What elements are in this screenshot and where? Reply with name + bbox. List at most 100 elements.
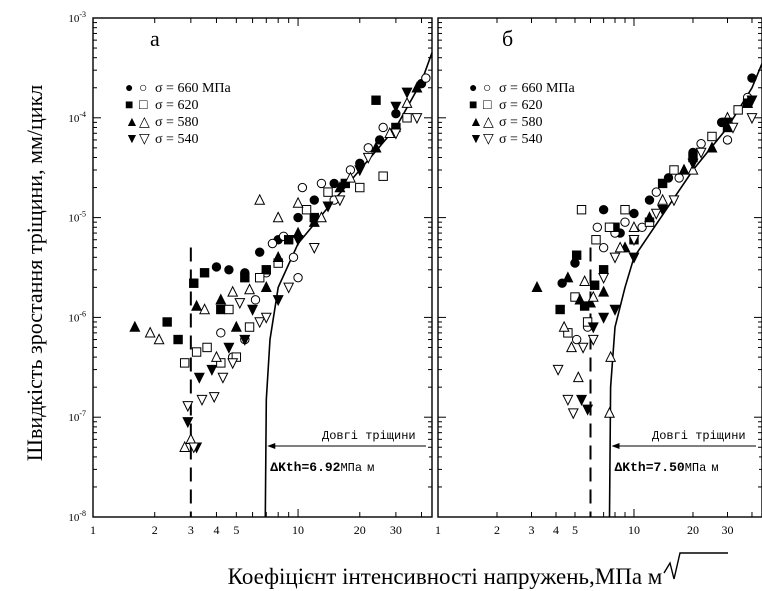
- plot-frame: [92, 17, 433, 518]
- y-tick-label: 10-6: [68, 309, 86, 324]
- data-point-triangle-up: [254, 193, 266, 205]
- legend-label: σ = 580: [499, 115, 542, 130]
- data-point-circle: [293, 212, 303, 223]
- data-point-triangle-down: [260, 312, 272, 324]
- y-tick-label-exp: -3: [79, 10, 86, 19]
- data-point-triangle-down: [695, 147, 707, 159]
- x-tick-label: 20: [687, 523, 699, 537]
- x-axis-label: Коефіцієнт інтенсивності напружень,МПа м: [228, 564, 663, 589]
- data-point-triangle-down: [223, 342, 235, 354]
- y-tick-label-exp: -5: [79, 210, 86, 219]
- legend-symbol-open: ▽: [483, 132, 494, 147]
- data-point-square: [582, 317, 593, 327]
- data-point-triangle-down: [182, 417, 194, 429]
- data-point-triangle-up: [370, 141, 382, 153]
- data-point-triangle-up: [572, 371, 584, 383]
- data-point-triangle-down: [362, 152, 374, 164]
- data-point-triangle-down: [587, 322, 599, 334]
- data-point-circle: [620, 217, 630, 227]
- data-point-circle: [297, 182, 308, 193]
- data-point-square: [224, 304, 234, 315]
- y-tick-label: 10-5: [68, 210, 86, 225]
- data-point-circle: [592, 222, 603, 232]
- legend-symbol-filled: ■: [469, 98, 477, 113]
- data-point-square: [733, 105, 743, 115]
- data-point-triangle-down: [196, 394, 208, 406]
- data-point-triangle-up: [272, 250, 284, 263]
- data-point-triangle-up: [210, 350, 222, 362]
- x-tick-label: 2: [494, 523, 500, 537]
- data-point-circle: [316, 178, 327, 189]
- data-point-square: [254, 272, 265, 283]
- threshold-box: [268, 453, 429, 479]
- x-tick-label: 1: [435, 523, 441, 537]
- data-point-square: [604, 222, 615, 232]
- data-point-triangle-up: [605, 350, 617, 362]
- data-point-square: [378, 171, 388, 181]
- data-point-triangle-up: [742, 96, 754, 108]
- legend-symbol-open: ○: [483, 81, 491, 96]
- data-point-circle: [378, 122, 388, 133]
- x-axis-label-text: Коефіцієнт інтенсивності напружень,МПа: [228, 564, 642, 589]
- threshold-unit-root: м: [367, 461, 374, 475]
- x-tick-label: 5: [572, 523, 578, 537]
- data-point-circle: [644, 195, 655, 205]
- data-point-triangle-down: [308, 242, 320, 254]
- y-tick-label-base: 10: [68, 113, 80, 125]
- threshold-unit: МПа: [685, 461, 707, 475]
- data-point-circle: [598, 204, 609, 215]
- data-point-triangle-down: [746, 113, 758, 125]
- x-tick-label: 4: [553, 523, 559, 537]
- data-point-triangle-up: [315, 211, 327, 223]
- data-point-triangle-down: [390, 101, 402, 113]
- data-point-square: [240, 272, 250, 283]
- data-point-triangle-up: [401, 96, 413, 108]
- data-point-circle: [254, 247, 265, 257]
- data-point-circle: [250, 295, 261, 305]
- annotation-arrowhead: [267, 443, 276, 449]
- data-point-circle: [211, 262, 222, 272]
- annotation-arrowhead: [611, 443, 620, 449]
- data-point-square: [402, 113, 412, 123]
- data-point-triangle-down: [411, 113, 423, 125]
- data-point-triangle-down: [727, 122, 739, 134]
- legend-symbol-filled: ▼: [469, 132, 483, 147]
- legend-symbol-filled: ■: [125, 98, 133, 113]
- data-point-circle: [421, 73, 431, 83]
- legend-symbol-open: ○: [139, 81, 147, 96]
- data-point-triangle-up: [153, 333, 165, 345]
- data-point-triangle-down: [208, 392, 220, 404]
- y-tick-label-base: 10: [68, 312, 80, 324]
- data-point-square: [261, 265, 271, 275]
- data-point-square: [202, 342, 212, 353]
- data-point-triangle-up: [179, 440, 191, 452]
- data-point-square: [301, 204, 312, 215]
- data-point-triangle-down: [206, 364, 218, 376]
- legend-symbol-filled: ●: [125, 81, 133, 96]
- data-point-triangle-up: [215, 293, 227, 305]
- x-tick-label: 5: [233, 523, 239, 537]
- data-point-triangle-up: [199, 303, 211, 315]
- data-point-circle: [629, 208, 639, 219]
- data-point-triangle-down: [552, 364, 564, 376]
- data-point-triangle-up: [292, 196, 304, 208]
- x-tick-label: 30: [721, 523, 733, 537]
- data-point-square: [340, 178, 351, 189]
- x-tick-label: 1: [90, 523, 96, 537]
- data-point-triangle-down: [188, 442, 200, 454]
- legend-symbol-open: △: [483, 115, 494, 130]
- data-point-triangle-up: [678, 163, 690, 175]
- data-point-triangle-up: [657, 193, 669, 205]
- data-point-triangle-down: [401, 87, 413, 99]
- data-point-triangle-up: [566, 341, 578, 353]
- data-point-triangle-down: [334, 195, 346, 207]
- data-point-circle: [224, 265, 234, 275]
- data-point-square: [707, 131, 717, 142]
- data-point-circle: [288, 252, 299, 263]
- panel-a: 1 2 3 4 5 10 20 30 а ● ○ σ = 660 МПа ■ □ σ = 620 ▲ △ σ = …: [90, 17, 433, 537]
- x-tick-label: 20: [354, 523, 366, 537]
- data-point-circle: [651, 187, 662, 197]
- data-point-triangle-up: [334, 181, 346, 193]
- data-point-triangle-up: [579, 274, 591, 286]
- data-point-triangle-down: [598, 312, 610, 324]
